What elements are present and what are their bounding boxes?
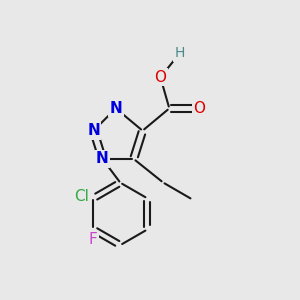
Text: F: F [89, 232, 98, 247]
Text: O: O [193, 101, 205, 116]
Text: N: N [110, 101, 122, 116]
Text: Cl: Cl [74, 189, 89, 204]
Text: N: N [87, 123, 100, 138]
Text: F: F [89, 232, 98, 247]
Text: Cl: Cl [74, 189, 89, 204]
Text: N: N [87, 123, 100, 138]
Text: H: H [175, 46, 185, 60]
Text: O: O [193, 101, 205, 116]
Text: N: N [110, 101, 122, 116]
Text: O: O [154, 70, 166, 85]
Text: N: N [96, 152, 109, 166]
Text: O: O [154, 70, 166, 85]
Text: H: H [175, 46, 185, 60]
Text: N: N [96, 152, 109, 166]
